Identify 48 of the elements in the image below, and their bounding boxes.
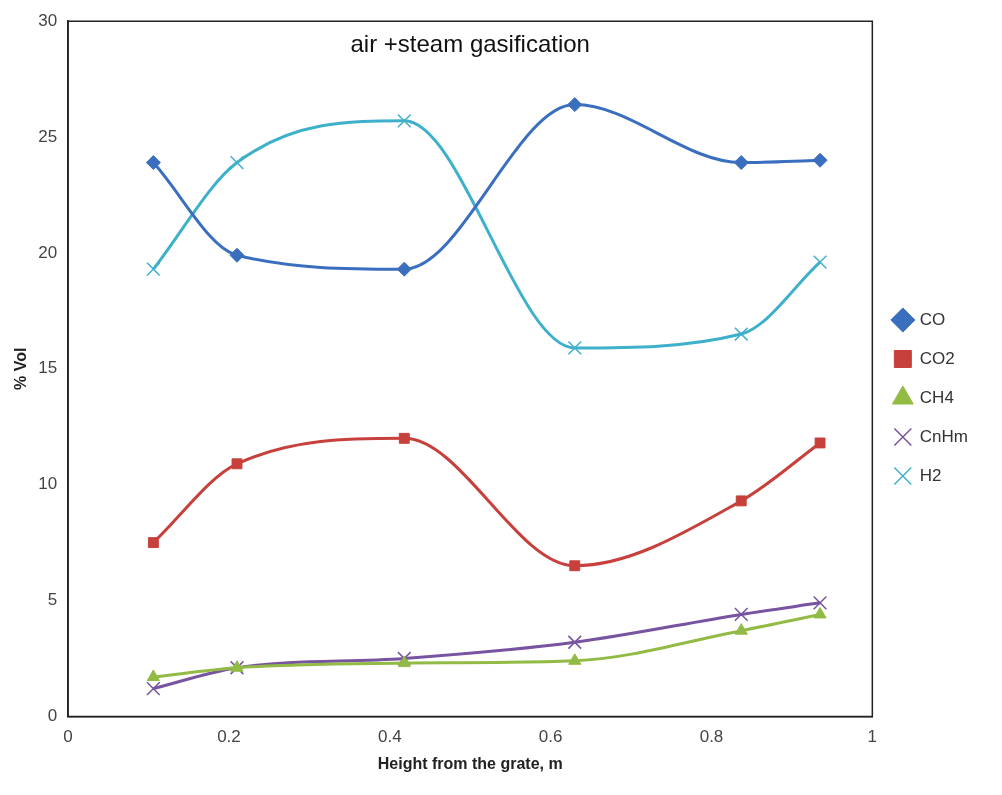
point (229, 247, 245, 263)
x-tick-label: 0.4 (377, 727, 402, 747)
chart-title: air +steam gasification (350, 29, 590, 57)
point (397, 113, 412, 128)
point (568, 653, 582, 665)
y-tick-label: 10 (38, 474, 58, 494)
point (396, 261, 412, 277)
point (733, 155, 749, 171)
legend-label: CO (919, 309, 946, 329)
y-tick-label: 5 (47, 590, 58, 610)
legend-label: CO2 (919, 348, 955, 368)
point (569, 560, 581, 572)
point (229, 155, 245, 170)
y-tick-label: 15 (38, 358, 58, 378)
y-axis-title: % Vol (12, 347, 30, 390)
legend-label: CnHm (919, 426, 968, 446)
point (146, 681, 161, 696)
y-tick-label: 25 (38, 126, 58, 146)
point (734, 326, 749, 342)
point (567, 97, 583, 113)
y-tick-label: 0 (47, 706, 58, 726)
x-tick-label: 0 (63, 727, 73, 747)
point (397, 655, 411, 668)
point (734, 607, 749, 622)
legend-label: H2 (919, 465, 942, 485)
x-tick-label: 0.2 (217, 727, 241, 747)
x-tick-label: 1 (867, 727, 878, 747)
y-tick-label: 30 (38, 10, 58, 30)
x-tick-label: 0.6 (538, 727, 563, 747)
point (567, 635, 582, 650)
point (146, 262, 161, 277)
y-tick-label: 20 (38, 242, 58, 262)
point (145, 155, 161, 171)
point (398, 432, 410, 444)
point (813, 606, 827, 619)
point (812, 255, 828, 270)
point (812, 595, 828, 610)
point (567, 340, 582, 356)
point (734, 623, 748, 635)
point (146, 669, 160, 682)
point (735, 495, 747, 507)
point (231, 458, 243, 470)
point (814, 437, 826, 449)
point (147, 537, 159, 549)
x-axis-title: Height from the grate, m (377, 754, 563, 772)
legend-label: CH4 (919, 387, 954, 407)
x-tick-label: 0.8 (699, 727, 724, 747)
point (812, 152, 828, 168)
